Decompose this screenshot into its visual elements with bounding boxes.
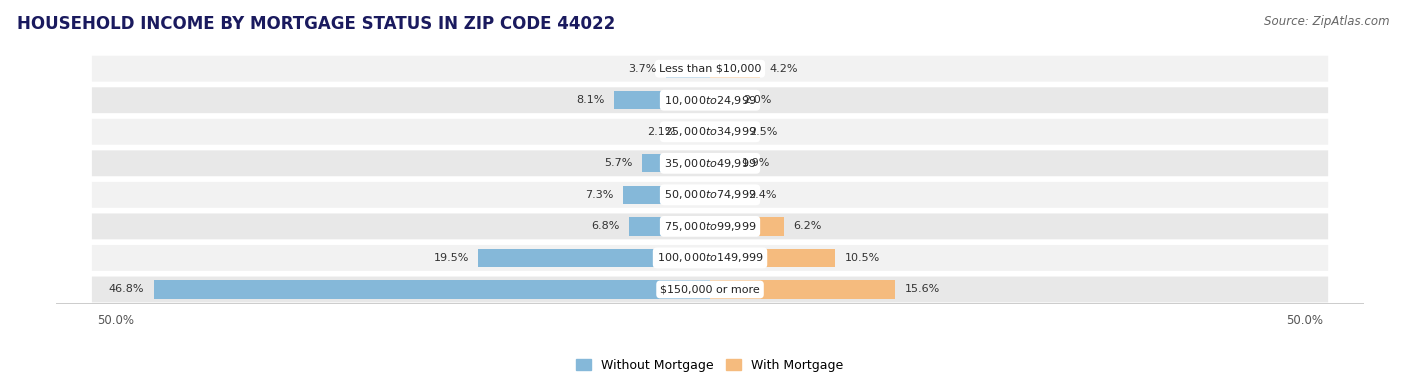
Bar [710,91,734,109]
Bar [623,186,710,204]
Bar [710,60,761,78]
Bar [710,217,783,235]
Text: 7.3%: 7.3% [585,190,614,200]
Text: 6.2%: 6.2% [793,222,821,231]
Bar [630,217,710,235]
Text: $35,000 to $49,999: $35,000 to $49,999 [664,157,756,170]
Legend: Without Mortgage, With Mortgage: Without Mortgage, With Mortgage [571,354,849,377]
FancyBboxPatch shape [91,245,1329,271]
Bar [685,122,710,141]
Text: 15.6%: 15.6% [905,285,941,294]
Bar [710,249,835,267]
Bar [710,280,896,299]
FancyBboxPatch shape [91,277,1329,302]
Text: 6.8%: 6.8% [592,222,620,231]
Bar [614,91,710,109]
Text: HOUSEHOLD INCOME BY MORTGAGE STATUS IN ZIP CODE 44022: HOUSEHOLD INCOME BY MORTGAGE STATUS IN Z… [17,15,614,33]
Text: $50,000 to $74,999: $50,000 to $74,999 [664,188,756,201]
Text: $10,000 to $24,999: $10,000 to $24,999 [664,94,756,107]
Text: 2.0%: 2.0% [744,95,772,105]
Text: 4.2%: 4.2% [769,64,799,74]
Text: Less than $10,000: Less than $10,000 [659,64,761,74]
Bar [643,154,710,172]
FancyBboxPatch shape [91,150,1329,176]
Text: 8.1%: 8.1% [576,95,605,105]
Bar [666,60,710,78]
FancyBboxPatch shape [91,214,1329,239]
Bar [710,122,740,141]
Text: $150,000 or more: $150,000 or more [661,285,759,294]
Text: 2.5%: 2.5% [749,127,778,137]
Text: $100,000 to $149,999: $100,000 to $149,999 [657,251,763,265]
Bar [710,154,733,172]
Text: 2.1%: 2.1% [647,127,675,137]
Text: 5.7%: 5.7% [605,158,633,168]
Text: 19.5%: 19.5% [433,253,468,263]
Text: Source: ZipAtlas.com: Source: ZipAtlas.com [1264,15,1389,28]
FancyBboxPatch shape [91,56,1329,82]
Text: $75,000 to $99,999: $75,000 to $99,999 [664,220,756,233]
Bar [710,186,738,204]
FancyBboxPatch shape [91,119,1329,145]
Bar [478,249,710,267]
Text: 3.7%: 3.7% [628,64,657,74]
Text: 10.5%: 10.5% [845,253,880,263]
FancyBboxPatch shape [91,182,1329,208]
Bar [153,280,710,299]
Text: 1.9%: 1.9% [742,158,770,168]
FancyBboxPatch shape [91,87,1329,113]
Text: $25,000 to $34,999: $25,000 to $34,999 [664,125,756,138]
Text: 46.8%: 46.8% [108,285,145,294]
Text: 2.4%: 2.4% [748,190,776,200]
